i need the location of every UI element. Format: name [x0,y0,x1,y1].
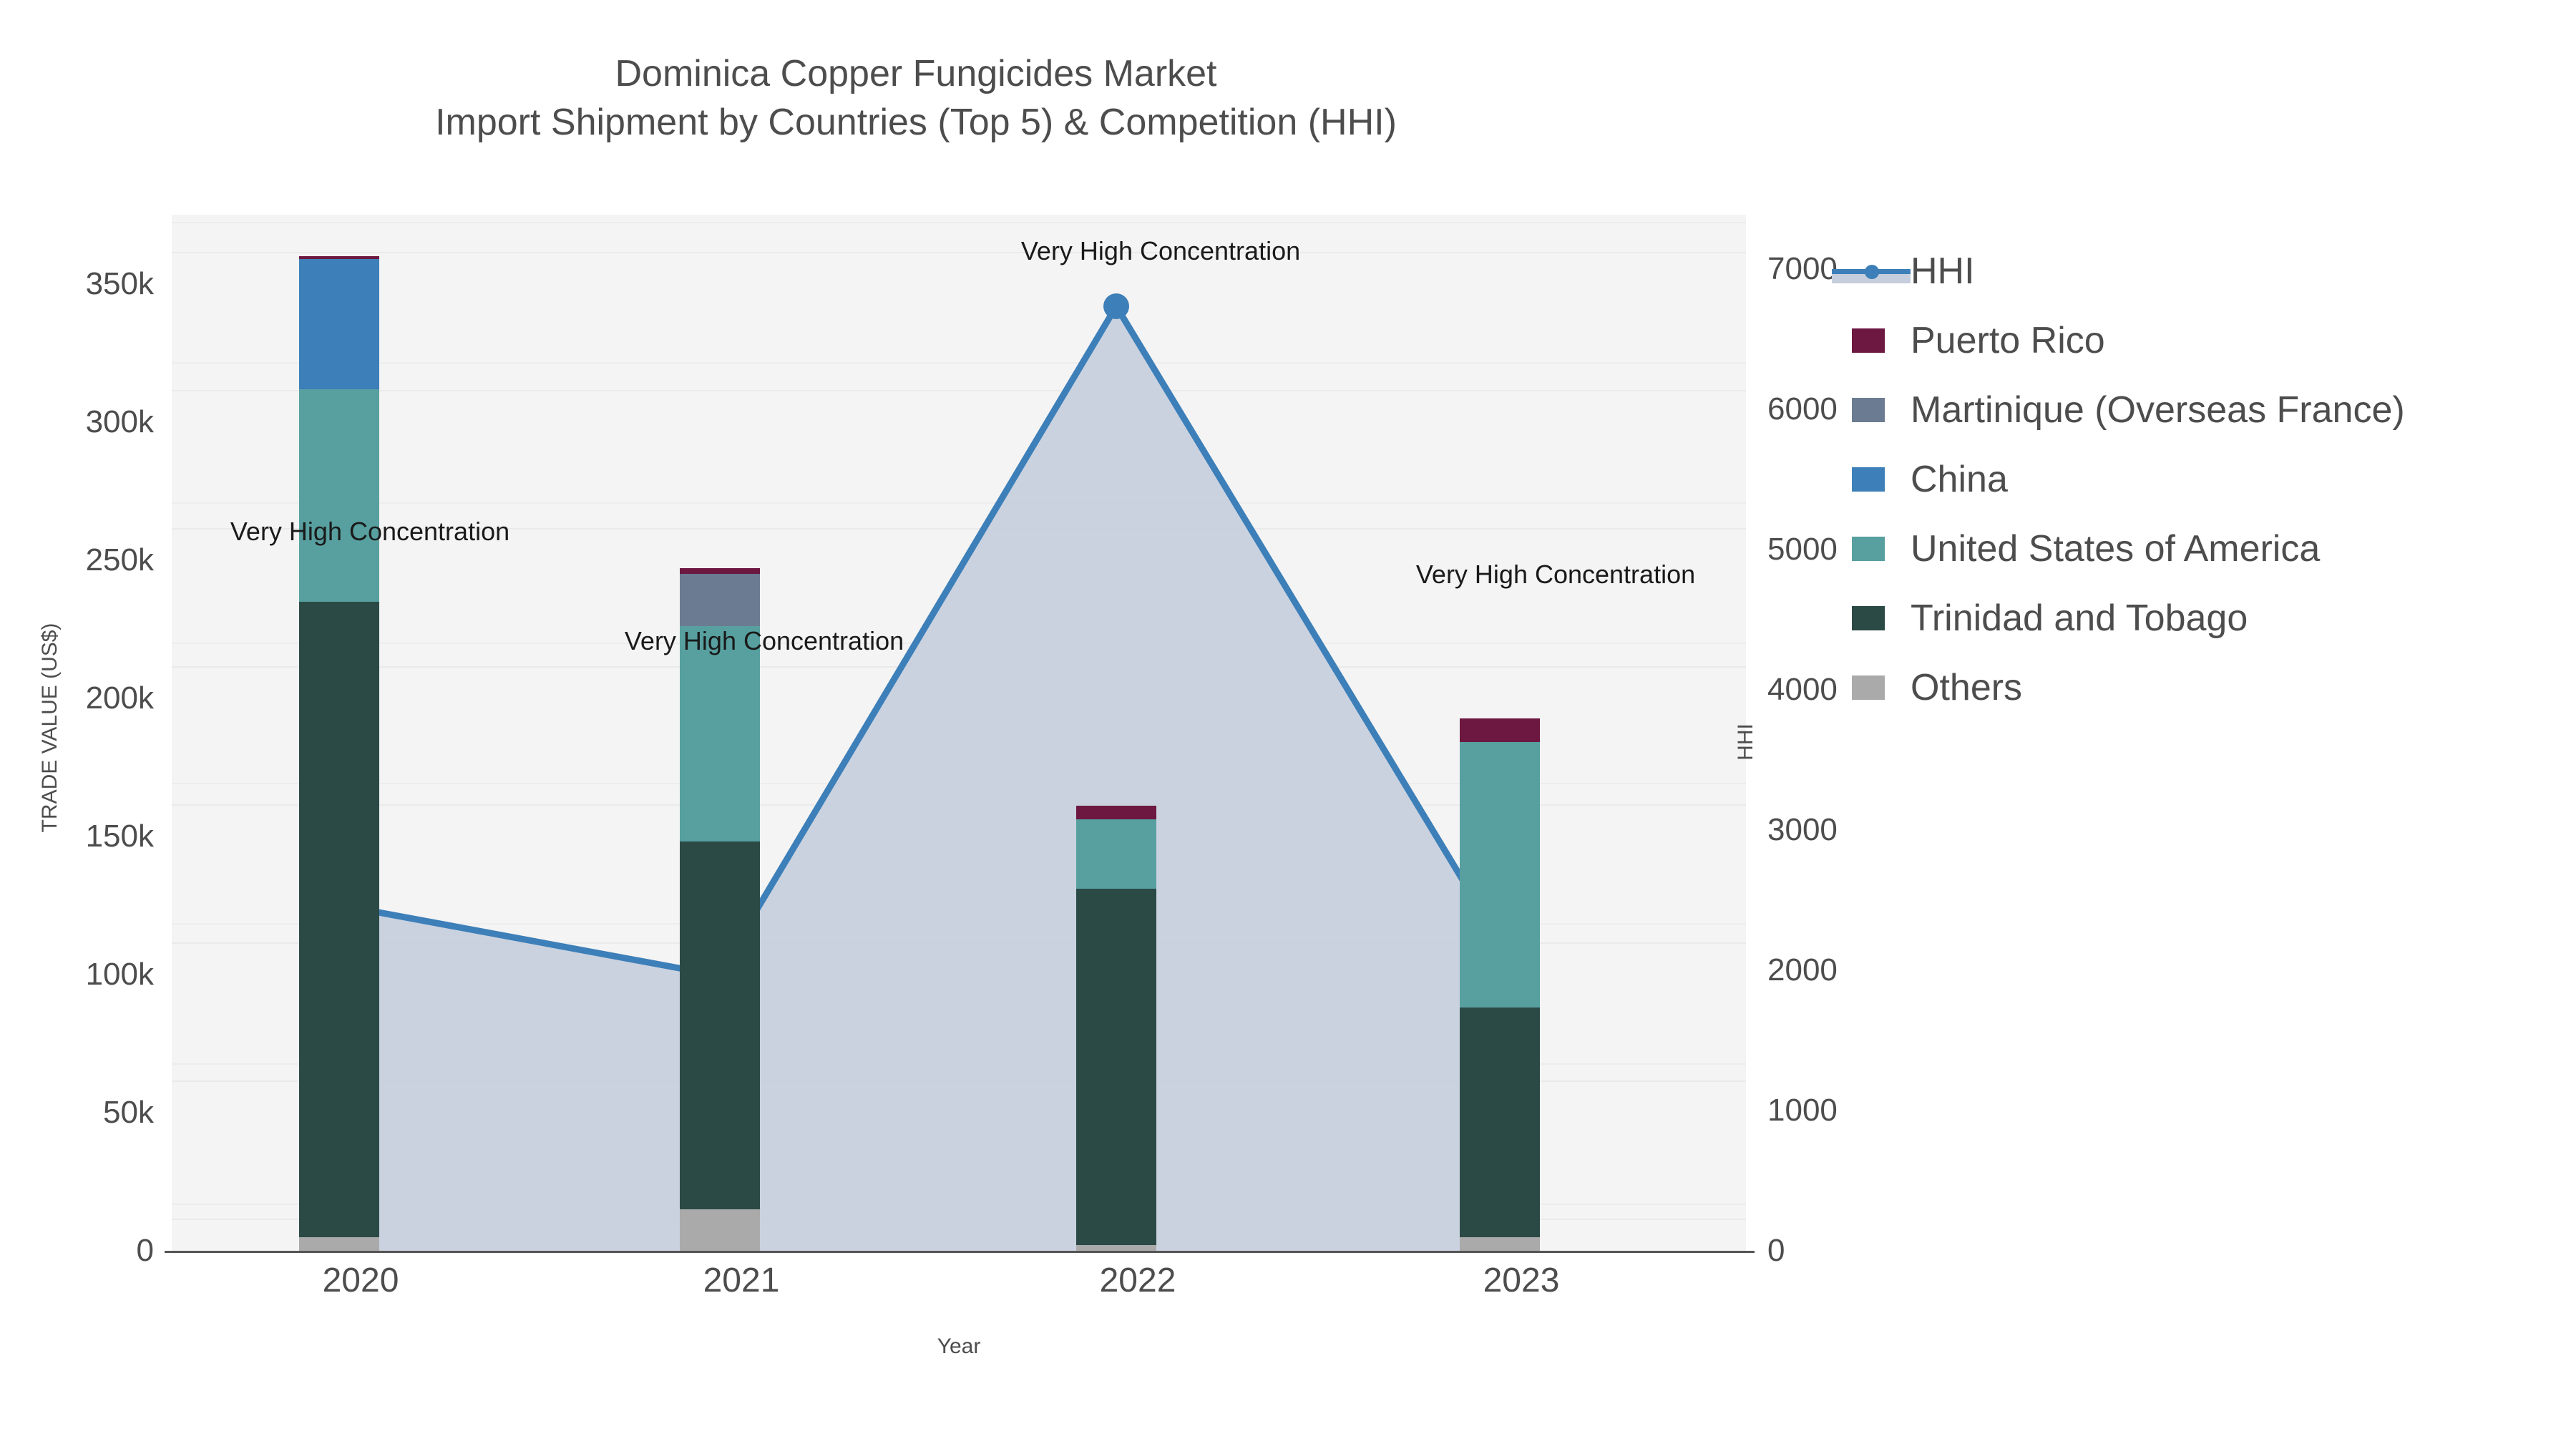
y-tick-left: 350k [85,266,154,301]
bar-segment-usa[interactable] [1076,819,1156,889]
legend-label: Trinidad and Tobago [1911,597,2248,639]
y-tick-left: 300k [85,404,154,439]
y-tick-right: 1000 [1767,1093,1838,1128]
color-swatch-icon [1852,605,1885,630]
y-axis-left-title: TRADE VALUE (US$) [38,623,62,833]
legend: HHI Puerto Rico Martinique (Overseas Fra… [1832,236,2569,722]
y-tick-right: 7000 [1767,251,1838,286]
bar-segment-china[interactable] [299,259,379,389]
annotation-2021: Very High Concentration [624,626,904,655]
y-tick-left: 150k [85,819,154,854]
bar-segment-trinidad[interactable] [299,602,379,1237]
legend-label: Puerto Rico [1911,319,2105,361]
y-tick-right: 0 [1767,1233,1785,1268]
y-tick-right: 2000 [1767,952,1838,987]
annotation-2022: Very High Concentration [1020,236,1301,265]
bar-segment-usa[interactable] [680,626,760,841]
legend-label: China [1911,458,2008,500]
bar-segment-martinique[interactable] [680,574,760,626]
bar-segment-trinidad[interactable] [1076,889,1156,1245]
legend-item-trinidad[interactable]: Trinidad and Tobago [1832,583,2569,653]
chart-title: Dominica Copper Fungicides Market Import… [0,50,1832,147]
hhi-line [336,303,1503,979]
legend-item-china[interactable]: China [1832,444,2569,514]
legend-item-usa[interactable]: United States of America [1832,514,2569,583]
x-tick-2021: 2021 [703,1262,780,1299]
legend-item-others[interactable]: Others [1832,653,2569,722]
legend-label: HHI [1911,250,1975,292]
bar-segment-puerto-rico[interactable] [1460,718,1540,742]
y-tick-right: 6000 [1767,391,1838,426]
color-swatch-icon [1852,675,1885,700]
y-tick-left: 250k [85,542,154,577]
gridline-secondary [172,502,1746,504]
bar-segment-others[interactable] [1460,1237,1540,1251]
x-axis-title: Year [937,1335,981,1358]
annotation-2023: Very High Concentration [1415,560,1696,589]
y-axis-left-ticks: 0 50k 100k 150k 200k 250k 300k 350k [0,0,154,1449]
chart-title-line-1: Dominica Copper Fungicides Market [615,53,1217,94]
x-axis-line [165,1251,1755,1253]
y-tick-left: 200k [85,680,154,716]
y-tick-left: 100k [85,957,154,992]
hhi-area [340,306,1499,1251]
gridline [172,252,1746,253]
bar-segment-usa[interactable] [1460,742,1540,1008]
bars-layer [172,215,1746,1251]
bar-segment-trinidad[interactable] [680,841,760,1209]
x-tick-2023: 2023 [1483,1262,1560,1299]
gridline-secondary [172,362,1746,364]
x-tick-2022: 2022 [1099,1262,1176,1299]
gridline [172,390,1746,391]
legend-label: United States of America [1911,527,2321,570]
bar-segment-puerto-rico[interactable] [680,568,760,574]
color-swatch-icon [1852,397,1885,422]
legend-item-martinique[interactable]: Martinique (Overseas France) [1832,375,2569,444]
hhi-marker [1103,293,1129,319]
bar-segment-others[interactable] [1076,1245,1156,1251]
x-tick-2020: 2020 [322,1262,399,1299]
y-tick-right: 4000 [1767,672,1838,707]
chart-title-line-2: Import Shipment by Countries (Top 5) & C… [435,101,1397,143]
bar-segment-others[interactable] [299,1237,379,1251]
bar-segment-puerto-rico[interactable] [299,256,379,259]
bar-segment-usa[interactable] [299,389,379,602]
annotation-2020: Very High Concentration [230,517,510,546]
y-tick-left: 50k [103,1095,154,1130]
y-tick-right: 3000 [1767,812,1838,847]
bar-segment-puerto-rico[interactable] [1076,806,1156,819]
color-swatch-icon [1852,536,1885,561]
legend-label: Others [1911,666,2023,708]
bar-segment-others[interactable] [680,1209,760,1251]
y-axis-right-title: HHI [1734,723,1757,761]
bar-segment-trinidad[interactable] [1460,1008,1540,1237]
legend-label: Martinique (Overseas France) [1911,389,2405,431]
gridline-secondary [172,222,1746,223]
line-marker-icon [1832,259,1911,283]
y-tick-left: 0 [136,1233,154,1268]
color-swatch-icon [1852,328,1885,353]
legend-item-hhi[interactable]: HHI [1832,236,2569,306]
y-tick-right: 5000 [1767,532,1838,567]
y-axis-right-ticks: 0 1000 2000 3000 4000 5000 6000 7000 [1767,0,1982,1449]
gridline [172,528,1746,530]
legend-item-puerto-rico[interactable]: Puerto Rico [1832,306,2569,375]
color-swatch-icon [1852,467,1885,492]
